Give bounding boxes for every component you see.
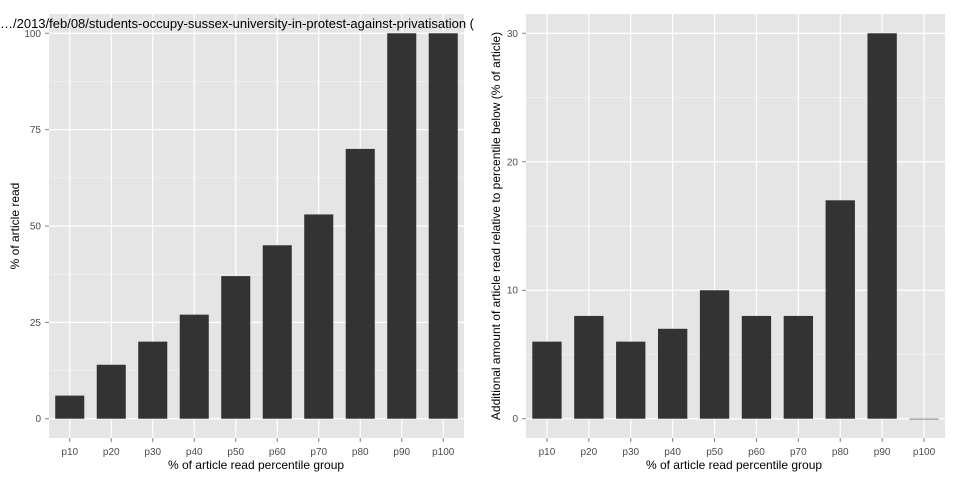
x-tick-label: p90: [393, 447, 410, 458]
bar-p60: [262, 245, 292, 419]
x-tick-label: p20: [581, 447, 598, 458]
y-tick-label: 20: [507, 157, 519, 168]
y-tick-label: 50: [30, 222, 42, 233]
bar-p90: [867, 33, 897, 419]
bar-p30: [138, 341, 168, 419]
x-tick-label: p20: [103, 447, 120, 458]
x-tick-label: p90: [874, 447, 891, 458]
y-tick-label: 25: [30, 318, 42, 329]
bar-p100: [428, 33, 458, 419]
bar-p70: [783, 315, 814, 419]
y-tick-label: 30: [507, 29, 519, 40]
chart-panel-1: 0 25 50 75 100 p10 p20 p30 p40 p50 p60 p70 p80 p90 p10…: [0, 14, 475, 472]
bar-p40: [179, 314, 209, 419]
bar-p80: [345, 148, 375, 419]
y-tick-label: 0: [35, 414, 41, 425]
bar-p10: [55, 395, 85, 419]
y-axis-title: % of article read: [8, 183, 22, 270]
x-tick-label: p70: [310, 447, 327, 458]
y-axis-title: Additional amount of article read relati…: [489, 32, 503, 420]
y-tick-label: 75: [30, 125, 42, 136]
x-tick-label: p100: [432, 447, 455, 458]
x-tick-label: p40: [664, 447, 681, 458]
bar-p70: [304, 214, 334, 419]
x-tick-label: p70: [790, 447, 807, 458]
x-tick-label: p60: [748, 447, 765, 458]
bar-p40: [657, 328, 688, 419]
bar-p100: [909, 418, 939, 420]
bar-p30: [616, 341, 646, 419]
bar-p50: [221, 276, 251, 419]
bar-p10: [532, 341, 562, 419]
chart-title: …/2013/feb/08/students-occupy-sussex-uni…: [0, 16, 475, 31]
bar-p80: [825, 200, 855, 419]
y-tick-label: 10: [507, 286, 519, 297]
y-tick-label: 0: [512, 414, 518, 425]
x-tick-label: p50: [706, 447, 723, 458]
x-axis-title: % of article read percentile group: [168, 458, 344, 472]
bar-p50: [699, 290, 730, 419]
x-tick-label: p80: [352, 447, 369, 458]
y-tick-label: 100: [24, 29, 41, 40]
x-axis-title: % of article read percentile group: [646, 458, 822, 472]
x-tick-label: p10: [539, 447, 556, 458]
x-tick-label: p30: [622, 447, 639, 458]
bar-p20: [96, 364, 126, 419]
x-tick-label: p60: [269, 447, 286, 458]
x-tick-label: p40: [186, 447, 203, 458]
bar-p90: [387, 33, 417, 419]
bar-p60: [741, 315, 772, 419]
x-tick-label: p50: [227, 447, 244, 458]
x-tick-label: p10: [61, 447, 78, 458]
bar-p20: [574, 315, 604, 419]
x-tick-label: p30: [144, 447, 161, 458]
x-tick-label: p80: [832, 447, 849, 458]
chart-panel-2: 0 10 20 30 p10 p20 p30 p40 p50 p60 p70 p80 p90 p100 % …: [489, 14, 945, 472]
x-tick-label: p100: [913, 447, 936, 458]
